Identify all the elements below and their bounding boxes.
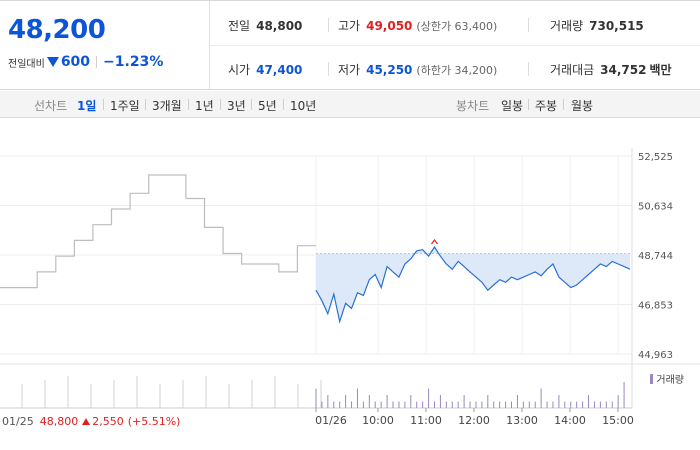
line-chart-label: 선차트	[34, 99, 68, 113]
stat-prev-close: 전일 48,800	[228, 17, 302, 34]
divider	[251, 99, 252, 110]
y-tick-label: 50,634	[638, 202, 673, 213]
stat-value: 47,400	[256, 63, 303, 77]
tab-daily-candle[interactable]: 일봉	[501, 99, 524, 113]
y-tick-label: 48,744	[638, 251, 673, 262]
change-percent: −1.23%	[103, 54, 164, 70]
divider	[528, 18, 529, 32]
stat-value: 730,515	[589, 19, 644, 33]
prev-day-close: 48,800	[39, 415, 79, 428]
volume-legend: 거래량	[650, 371, 684, 386]
stat-volume: 거래량 730,515	[550, 17, 644, 34]
stat-value: 45,250	[366, 63, 413, 77]
x-tick-label: 10:00	[362, 414, 394, 427]
y-axis-ticks: 52,525 50,634 48,744 46,853 44,963	[638, 152, 673, 361]
current-price-box: 48,200 전일대비 600 −1.23%	[0, 1, 210, 89]
row-separator	[210, 45, 700, 46]
prev-day-change-percent: (+5.51%)	[127, 415, 181, 428]
y-tick-label: 52,525	[638, 152, 673, 163]
chart-grid	[0, 148, 633, 408]
change-row: 전일대비 600 −1.23%	[8, 54, 163, 70]
tab-5year[interactable]: 5년	[258, 99, 277, 113]
up-triangle-icon	[82, 418, 91, 425]
tab-weekly-candle[interactable]: 주봉	[535, 99, 558, 113]
stat-label: 전일	[228, 19, 251, 33]
divider	[528, 62, 529, 76]
tab-1year[interactable]: 1년	[195, 99, 214, 113]
quote-header: 48,200 전일대비 600 −1.23% 전일 48,800 고가 49,0…	[0, 0, 700, 90]
stat-unit: 백만	[649, 63, 672, 77]
x-tick-label: 15:00	[602, 414, 634, 427]
lower-limit: (하한가 34,200)	[416, 64, 498, 77]
prev-day-date: 01/25	[2, 415, 34, 428]
stat-low: 저가 45,250 (하한가 34,200)	[338, 61, 497, 78]
today-area	[316, 247, 630, 322]
stat-label: 저가	[338, 63, 361, 77]
tab-3month[interactable]: 3개월	[152, 99, 182, 113]
tab-3year[interactable]: 3년	[227, 99, 246, 113]
y-tick-label: 44,963	[638, 350, 673, 361]
divider	[283, 99, 284, 110]
x-tick-label: 13:00	[506, 414, 538, 427]
divider	[220, 99, 221, 110]
prev-day-line	[0, 174, 316, 289]
today-line	[315, 245, 631, 324]
high-marker-icon	[431, 238, 438, 245]
price-chart: 52,525 50,634 48,744 46,853 44,963 01/26 10:0…	[0, 148, 700, 427]
stat-value: 34,752	[600, 63, 647, 77]
volume-swatch	[650, 373, 654, 384]
current-price: 48,200	[8, 15, 106, 45]
stat-high: 고가 49,050 (상한가 63,400)	[338, 17, 497, 34]
divider	[103, 99, 104, 110]
stat-label: 거래량	[550, 19, 584, 33]
divider	[328, 18, 329, 32]
divider	[96, 56, 98, 68]
x-tick-label: 11:00	[410, 414, 442, 427]
stat-label: 고가	[338, 19, 361, 33]
period-toolbar: 선차트 1일 1주일 3개월 1년 3년 5년 10년 봉차트 일봉 주봉 월봉	[0, 91, 700, 118]
change-label: 전일대비	[8, 58, 45, 70]
stat-amount: 거래대금 34,752 백만	[550, 61, 672, 78]
x-tick-label: 14:00	[554, 414, 586, 427]
y-tick-label: 46,853	[638, 301, 673, 312]
high-marker	[431, 238, 438, 245]
stat-label: 시가	[228, 63, 251, 77]
stat-open: 시가 47,400	[228, 61, 302, 78]
tab-10year[interactable]: 10년	[290, 99, 317, 113]
upper-limit: (상한가 63,400)	[416, 20, 498, 33]
divider	[145, 99, 146, 110]
x-axis-ticks: 01/26 10:00 11:00 12:00 13:00 14:00 15:00	[315, 408, 634, 427]
down-triangle-icon	[46, 57, 59, 67]
volume-bars	[0, 363, 700, 409]
divider	[328, 62, 329, 76]
divider	[188, 99, 189, 110]
x-tick-label: 01/26	[315, 414, 347, 427]
stat-label: 거래대금	[550, 63, 595, 77]
stat-value: 49,050	[366, 19, 413, 33]
tab-1week[interactable]: 1주일	[110, 99, 140, 113]
x-tick-label: 12:00	[458, 414, 490, 427]
prev-day-summary: 01/25 48,800 2,550 (+5.51%)	[2, 415, 180, 428]
volume-legend-label: 거래량	[656, 375, 684, 386]
divider	[563, 99, 564, 110]
tab-monthly-candle[interactable]: 월봉	[571, 99, 594, 113]
divider	[528, 99, 529, 110]
change-amount: 600	[60, 54, 91, 70]
prev-day-change: 2,550	[92, 415, 124, 428]
tab-1day[interactable]: 1일	[77, 99, 97, 113]
stat-value: 48,800	[256, 19, 303, 33]
candle-chart-label: 봉차트	[456, 99, 490, 113]
